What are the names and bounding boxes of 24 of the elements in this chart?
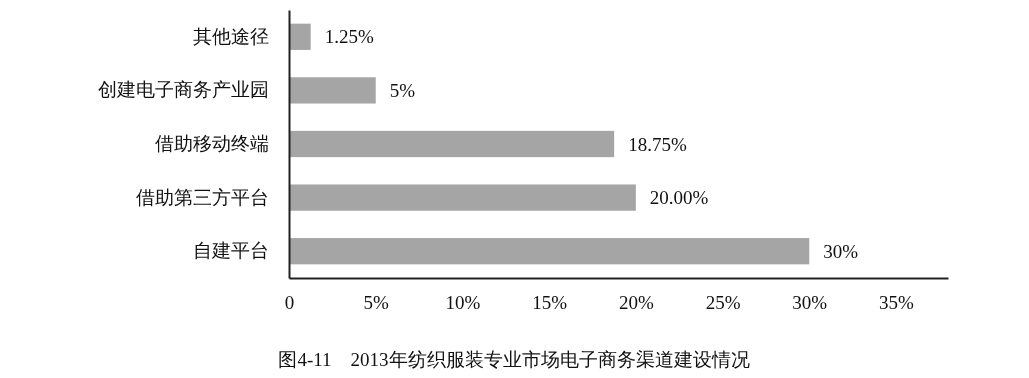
y-tick-label: 借助移动终端 — [155, 132, 269, 155]
bar — [289, 238, 810, 265]
x-tick-label: 35% — [879, 292, 915, 314]
text: 图4-11 2013年纺织服装专业市场电子商务渠道建设情况 — [278, 349, 750, 370]
x-tick-label: 20% — [618, 292, 654, 314]
x-tick-label: 0 — [284, 292, 295, 314]
data-label: 20.00% — [649, 187, 709, 209]
x-tick-label: 30% — [792, 292, 828, 314]
y-tick-label: 创建电子商务产业园 — [98, 78, 269, 101]
x-tick-label: 10% — [445, 292, 481, 314]
x-tick-label: 5% — [363, 292, 390, 314]
data-label: 1.25% — [324, 26, 374, 48]
x-tick-label: 25% — [705, 292, 741, 314]
y-tick-label: 借助第三方平台 — [136, 185, 269, 208]
data-label: 5% — [389, 80, 416, 102]
x-tick-label: 15% — [532, 292, 568, 314]
bar — [289, 77, 376, 104]
data-label: 30% — [823, 240, 859, 262]
bar — [289, 23, 311, 50]
bar — [289, 184, 636, 211]
bar — [289, 130, 615, 158]
data-label: 18.75% — [628, 133, 687, 155]
y-tick-label: 自建平台 — [193, 239, 269, 262]
y-tick-label: 其他途径 — [193, 24, 269, 47]
